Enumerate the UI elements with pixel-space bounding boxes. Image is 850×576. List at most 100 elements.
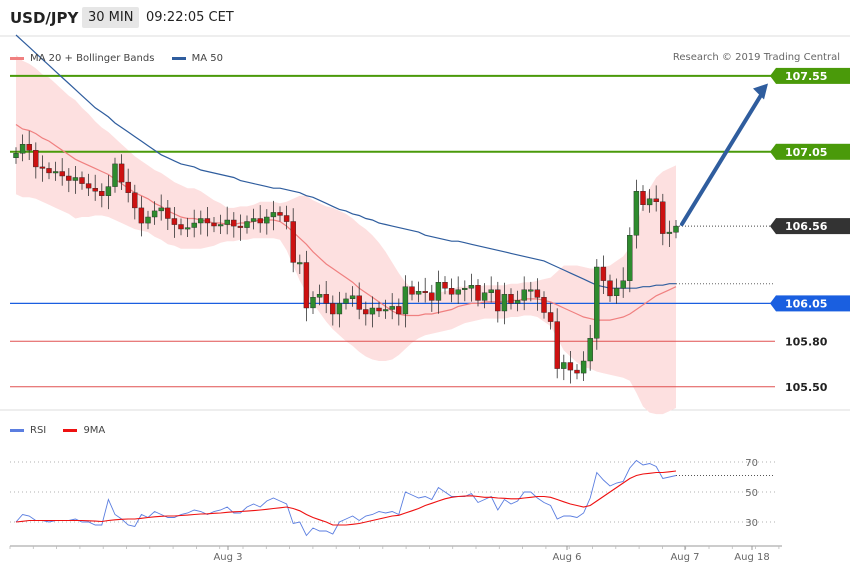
candle-body bbox=[250, 218, 257, 222]
rsi-line bbox=[15, 459, 677, 537]
candle-body bbox=[39, 166, 46, 169]
candle bbox=[217, 214, 224, 234]
candle bbox=[627, 227, 633, 293]
bollinger-band-area bbox=[16, 54, 676, 415]
candle-body bbox=[620, 280, 626, 289]
candle bbox=[46, 162, 52, 180]
candle bbox=[547, 302, 554, 330]
candle bbox=[277, 206, 283, 222]
candle-body bbox=[112, 163, 118, 187]
candle bbox=[363, 301, 369, 326]
candle-body bbox=[132, 192, 138, 209]
candle bbox=[85, 173, 92, 196]
candle bbox=[112, 157, 118, 193]
candle-body bbox=[587, 338, 593, 362]
candle bbox=[178, 218, 184, 236]
candle bbox=[158, 194, 164, 221]
candle bbox=[52, 161, 59, 181]
candle-body bbox=[481, 292, 488, 301]
resistance-label-107.05: 107.05 bbox=[770, 143, 850, 160]
main-legend: MA 20 + Bollinger Bands MA 50 bbox=[10, 52, 237, 64]
candle-body bbox=[105, 186, 112, 196]
candle bbox=[316, 284, 323, 306]
candle-body bbox=[178, 224, 184, 230]
candle bbox=[514, 290, 521, 312]
candle bbox=[646, 189, 653, 213]
candle-body bbox=[356, 295, 362, 310]
candle-body bbox=[191, 222, 197, 228]
candle bbox=[264, 209, 270, 235]
candle-body bbox=[224, 219, 230, 225]
candle-body bbox=[171, 218, 178, 225]
rsi-ma-line bbox=[15, 470, 677, 526]
legend-rsi-swatch bbox=[10, 429, 24, 432]
candle-body bbox=[594, 266, 600, 339]
candle bbox=[580, 351, 587, 381]
candle-body bbox=[237, 225, 244, 228]
interval-badge[interactable]: 30 MIN bbox=[82, 7, 140, 28]
candle-body bbox=[422, 291, 428, 293]
candle-body bbox=[415, 291, 422, 295]
ma50-line bbox=[15, 34, 676, 289]
candle-body bbox=[59, 171, 65, 177]
candle-body bbox=[521, 289, 527, 301]
candle bbox=[92, 174, 98, 201]
candle-body bbox=[462, 288, 468, 290]
level-label-bg bbox=[776, 218, 850, 235]
candle bbox=[481, 283, 488, 309]
candle-body bbox=[52, 171, 59, 174]
candle-body bbox=[376, 307, 382, 312]
candle bbox=[561, 354, 567, 381]
candle-body bbox=[409, 286, 415, 295]
candle-body bbox=[158, 207, 164, 212]
candle bbox=[151, 201, 158, 225]
legend-rsi-ma: 9MA bbox=[63, 425, 105, 436]
candle bbox=[204, 207, 211, 237]
candle bbox=[495, 281, 501, 323]
candle-body bbox=[198, 218, 204, 224]
candle-body bbox=[660, 201, 666, 234]
candle bbox=[435, 270, 442, 314]
candle-body bbox=[646, 198, 653, 206]
candle-body bbox=[495, 289, 501, 312]
candle-body bbox=[297, 262, 303, 265]
candle bbox=[26, 130, 32, 160]
candle-body bbox=[363, 309, 369, 315]
candle bbox=[600, 255, 607, 294]
candle-body bbox=[19, 143, 26, 154]
candle bbox=[415, 281, 422, 303]
candle-body bbox=[277, 212, 283, 216]
candle-body bbox=[567, 362, 574, 371]
candle bbox=[33, 142, 39, 179]
candle-body bbox=[270, 212, 277, 218]
legend-ma20-swatch bbox=[10, 57, 24, 60]
candle bbox=[330, 295, 336, 326]
candle bbox=[462, 280, 468, 302]
candle bbox=[501, 282, 508, 325]
candle-body bbox=[231, 219, 237, 227]
candle-body bbox=[653, 198, 659, 203]
candle-body bbox=[600, 266, 607, 281]
x-tick-label: Aug 6 bbox=[552, 552, 581, 563]
candle bbox=[409, 280, 415, 301]
candle bbox=[250, 208, 257, 230]
legend-rsi-ma-label: 9MA bbox=[83, 425, 106, 436]
candle bbox=[19, 134, 26, 162]
candle bbox=[554, 308, 560, 379]
candle-body bbox=[118, 163, 125, 183]
x-axis: Aug 3 Aug 6 Aug 7 Aug 18 bbox=[9, 546, 780, 563]
target-arrow bbox=[680, 83, 768, 227]
level-label-pointer bbox=[770, 295, 776, 312]
candle-body bbox=[488, 289, 494, 293]
candle bbox=[257, 205, 263, 233]
candle bbox=[125, 168, 131, 203]
candle bbox=[283, 205, 290, 230]
level-label-pointer bbox=[770, 143, 776, 160]
candle bbox=[442, 276, 448, 295]
legend-ma50-label: MA 50 bbox=[191, 53, 223, 64]
candle-body bbox=[673, 225, 679, 233]
rsi-panel: 70 50 30 bbox=[10, 458, 775, 537]
candle-body bbox=[336, 303, 343, 315]
candle-body bbox=[211, 222, 217, 227]
candle-body bbox=[633, 190, 640, 236]
